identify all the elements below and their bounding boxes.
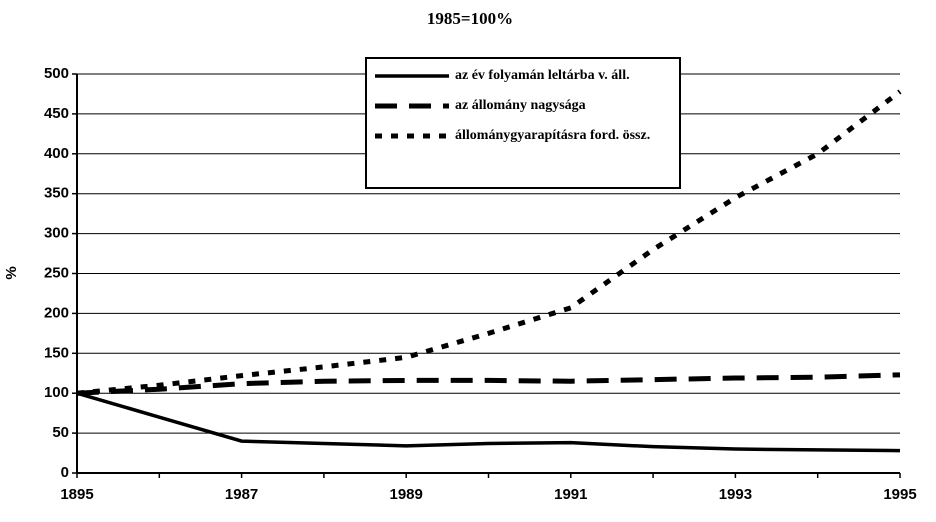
legend-item: az állomány nagysága (373, 97, 673, 115)
series-line (76, 391, 901, 453)
x-tick-label: 1987 (225, 486, 258, 503)
legend-item: állománygyarapításra ford. össz. (373, 127, 673, 145)
x-tick-label: 1989 (390, 486, 423, 503)
y-tick-label: 350 (44, 185, 69, 202)
legend-label: állománygyarapításra ford. össz. (455, 128, 651, 143)
x-tick-label: 1991 (554, 486, 587, 503)
y-tick-label: 400 (44, 145, 69, 162)
x-tick-label: 1995 (883, 486, 916, 503)
y-tick-label: 300 (44, 225, 69, 242)
series-line (76, 89, 902, 396)
x-tick-label: 1993 (719, 486, 752, 503)
legend-item: az év folyamán leltárba v. áll. (373, 67, 673, 85)
legend-swatch (375, 103, 449, 109)
series-line (76, 372, 901, 396)
y-tick-label: 500 (44, 65, 69, 82)
legend-label: az év folyamán leltárba v. áll. (455, 68, 630, 83)
y-tick-label: 50 (52, 424, 69, 441)
y-tick-label: 200 (44, 304, 69, 321)
legend: az év folyamán leltárba v. áll. az állomá… (365, 57, 681, 189)
chart-title: 1985=100% (427, 9, 513, 28)
y-tick-label: 150 (44, 344, 69, 361)
legend-swatch (375, 133, 449, 139)
y-tick-label: 450 (44, 105, 69, 122)
legend-label: az állomány nagysága (455, 98, 586, 113)
y-tick-label: 250 (44, 264, 69, 281)
legend-swatch (375, 74, 449, 78)
y-tick-label: 100 (44, 384, 69, 401)
x-tick-label: 1895 (60, 486, 93, 503)
y-tick-label: 0 (61, 464, 69, 481)
y-axis-label: % (3, 266, 20, 279)
